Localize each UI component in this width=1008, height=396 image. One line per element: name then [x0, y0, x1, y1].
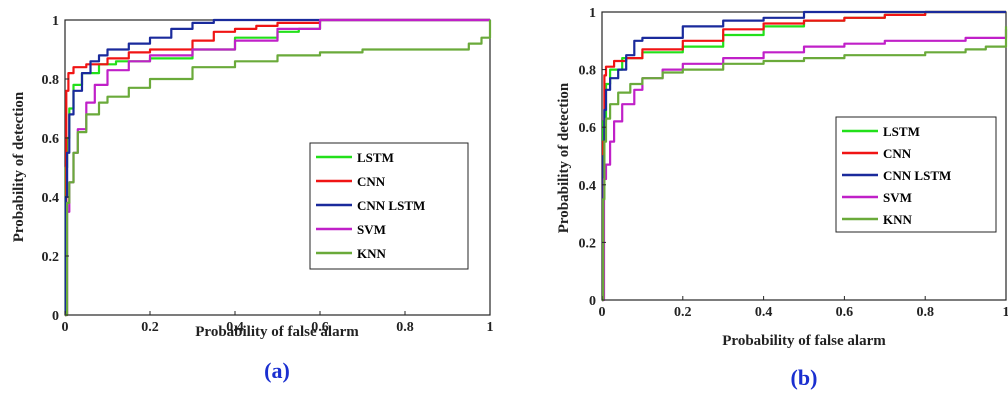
series-group-b	[602, 10, 1008, 302]
y-tick-label: 0.4	[579, 179, 597, 194]
panel-label-a: (a)	[264, 358, 290, 383]
legend-label: KNN	[357, 246, 387, 261]
y-ticks-b: 0 0.2 0.4 0.6 0.8 1	[579, 6, 606, 309]
y-tick-label: 0.6	[42, 132, 60, 147]
legend-label: SVM	[357, 222, 386, 237]
y-tick-label: 0.2	[579, 236, 597, 251]
x-axis-label-b: Probability of false alarm	[722, 333, 886, 349]
x-tick-label: 0	[599, 305, 606, 320]
legend-label: LSTM	[357, 150, 394, 165]
y-tick-label: 0.8	[42, 73, 60, 88]
legend-label: CNN LSTM	[883, 168, 951, 183]
legend-b: LSTM CNN CNN LSTM SVM KNN	[835, 116, 997, 233]
y-tick-label: 0.8	[579, 64, 597, 79]
series-line-cnn-lstm-b	[602, 10, 1006, 302]
legend-label: KNN	[883, 212, 913, 227]
chart-panel-a: 0 0.2 0.4 0.6 0.8 1 0 0.2 0.4 0.6 0.8 1 Probabilit…	[11, 14, 494, 383]
legend-label: CNN LSTM	[357, 198, 425, 213]
panel-label-b: (b)	[791, 365, 818, 390]
x-tick-label: 0.6	[836, 305, 854, 320]
x-tick-label: 0.8	[916, 305, 934, 320]
legend-label: CNN	[883, 146, 912, 161]
series-line-cnn-a	[65, 18, 490, 317]
x-tick-label: 0.2	[141, 320, 159, 335]
x-tick-label: 0.4	[755, 305, 773, 320]
y-tick-label: 0.6	[579, 121, 597, 136]
x-tick-label: 0.6	[311, 320, 329, 335]
y-tick-label: 1	[589, 6, 596, 21]
series-line-svm-b	[602, 29, 1008, 302]
x-tick-label: 0.2	[674, 305, 692, 320]
x-tick-label: 1	[487, 320, 494, 335]
x-ticks-b: 0 0.2 0.4 0.6 0.8 1	[599, 296, 1008, 320]
y-tick-label: 0.2	[42, 250, 60, 265]
x-tick-label: 0.8	[396, 320, 414, 335]
x-ticks-a: 0 0.2 0.4 0.6 0.8 1	[62, 311, 494, 335]
y-tick-label: 1	[52, 14, 59, 29]
legend-label: CNN	[357, 174, 386, 189]
chart-panel-b: 0 0.2 0.4 0.6 0.8 1 0 0.2 0.4 0.6 0.8 1 Probabilit…	[556, 6, 1008, 390]
legend-label: LSTM	[883, 124, 920, 139]
y-ticks-a: 0 0.2 0.4 0.6 0.8 1	[42, 14, 69, 324]
y-axis-label-a: Probability of detection	[11, 91, 27, 242]
series-line-knn-a	[65, 20, 492, 317]
legend-a: LSTM CNN CNN LSTM SVM KNN	[309, 142, 469, 270]
series-line-cnn-b	[602, 10, 1006, 302]
x-axis-label-a: Probability of false alarm	[195, 324, 359, 340]
x-tick-label: 0.4	[226, 320, 244, 335]
legend-label: SVM	[883, 190, 912, 205]
x-tick-label: 1	[1003, 305, 1008, 320]
series-line-knn-b	[602, 26, 1008, 302]
x-tick-label: 0	[62, 320, 69, 335]
y-tick-label: 0.4	[42, 191, 60, 206]
y-tick-label: 0	[52, 309, 59, 324]
y-tick-label: 0	[589, 294, 596, 309]
series-line-cnn-lstm-a	[64, 18, 490, 317]
y-axis-label-b: Probability of detection	[556, 82, 572, 233]
